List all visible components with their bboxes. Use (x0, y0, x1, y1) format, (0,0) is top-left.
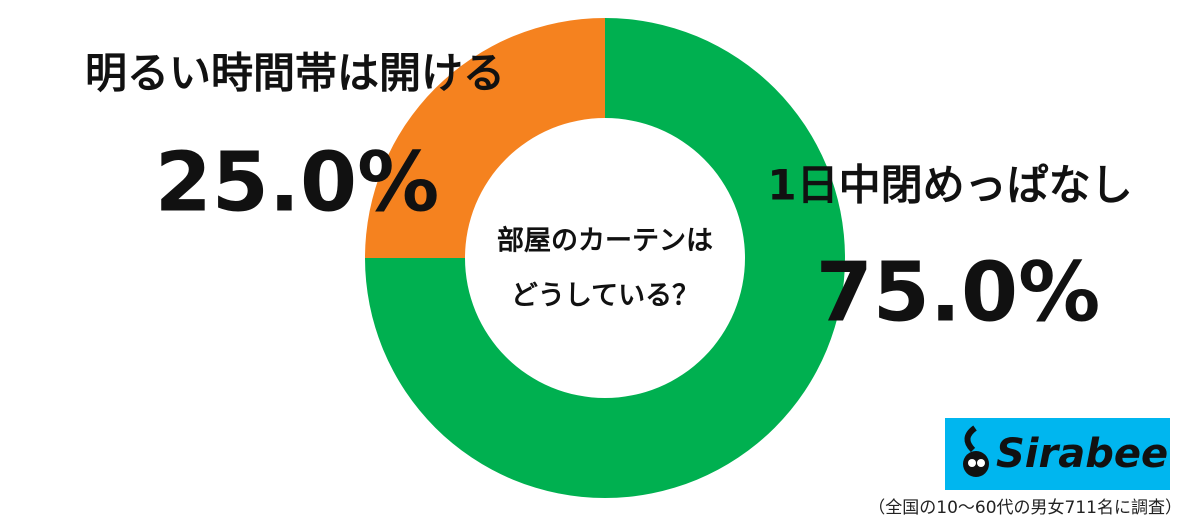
value-label: 25.0% (155, 135, 439, 230)
slice (365, 18, 605, 258)
slice (365, 18, 845, 498)
center-text: どうしている？ (511, 281, 699, 312)
logo-icon (963, 425, 989, 477)
logo-text: Sirabee (996, 431, 1168, 477)
donut (365, 18, 845, 498)
value-label: 75.0% (816, 245, 1100, 340)
category-label: 明るい時間帯は開ける (85, 49, 505, 98)
category-label: 1日中閉めっぱなし (767, 161, 1132, 210)
center-text: 部屋のカーテンは (497, 225, 713, 257)
note: （全国の10〜60代の男女711名に調査） (868, 498, 1182, 518)
